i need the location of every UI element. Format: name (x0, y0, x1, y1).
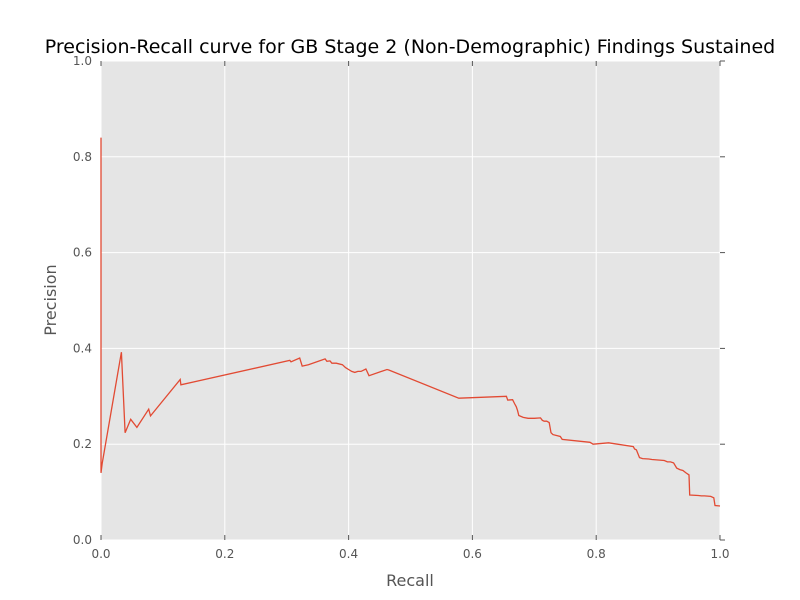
y-tick-label: 0.0 (73, 533, 92, 547)
tick-marks (100, 60, 725, 541)
y-tick-label: 0.2 (73, 437, 92, 451)
x-tick-label: 1.0 (710, 547, 729, 561)
x-tick-label: 0.4 (339, 547, 358, 561)
y-tick-label: 0.4 (73, 341, 92, 355)
y-tick-label: 0.8 (73, 150, 92, 164)
x-tick-label: 0.2 (215, 547, 234, 561)
pr-curve-line (100, 137, 721, 507)
x-tick-label: 0.8 (587, 547, 606, 561)
x-axis-label: Recall (386, 571, 434, 590)
series-layer (100, 137, 721, 507)
y-axis-label: Precision (41, 264, 60, 335)
x-tick-label: 0.6 (463, 547, 482, 561)
plot-area (101, 61, 720, 540)
grid-lines (100, 60, 721, 541)
chart-title: Precision-Recall curve for GB Stage 2 (N… (45, 36, 775, 58)
y-tick-labels: 0.0 0.2 0.4 0.6 0.8 1.0 (73, 54, 92, 547)
x-tick-label: 0.0 (91, 547, 110, 561)
y-tick-label: 1.0 (73, 54, 92, 68)
y-tick-label: 0.6 (73, 246, 92, 260)
x-tick-labels: 0.0 0.2 0.4 0.6 0.8 1.0 (91, 547, 729, 561)
